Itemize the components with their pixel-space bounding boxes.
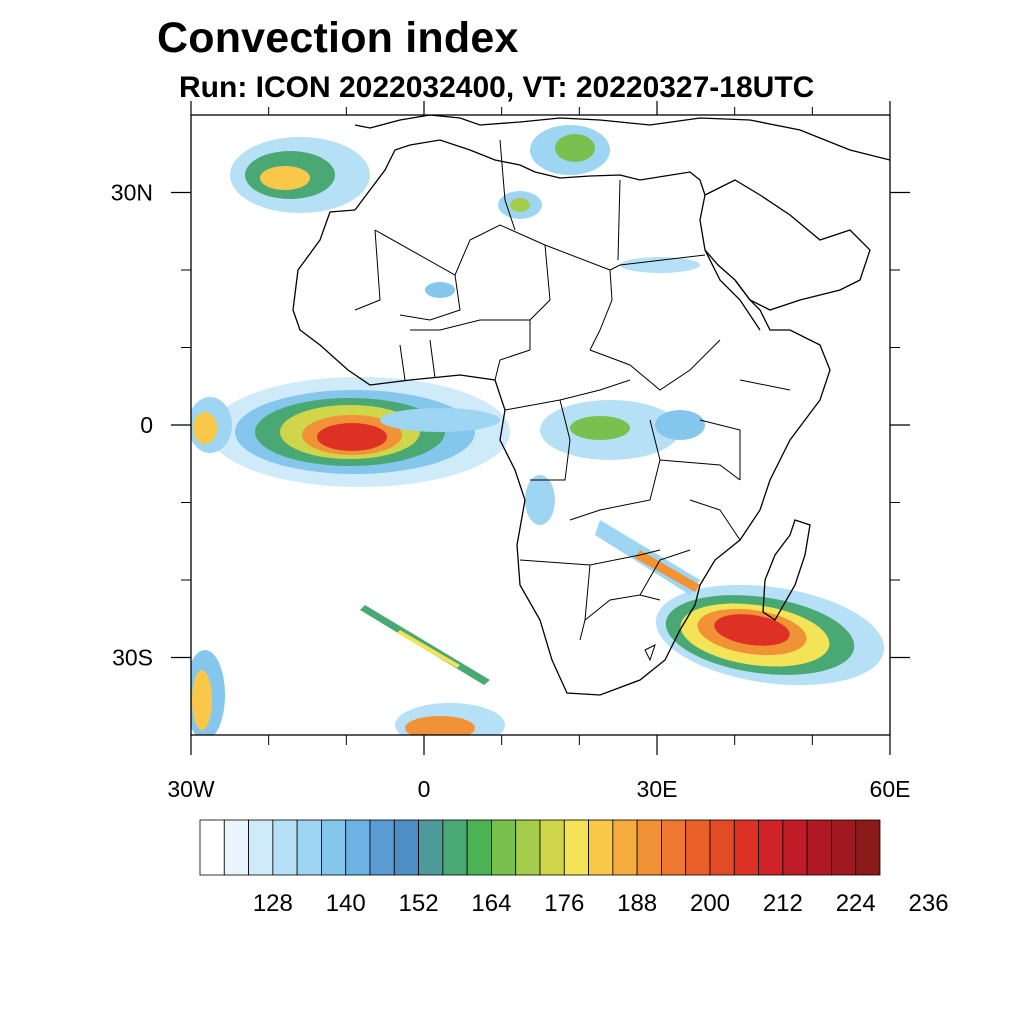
lon-tick-label: 0 (418, 776, 431, 802)
colorbar-label: 128 (253, 890, 293, 917)
colorbar-box (393, 819, 419, 876)
colorbar-box (272, 819, 298, 876)
colorbar-label: 212 (763, 890, 803, 917)
map-axes: 30W 0 30E 60E 30N 0 30S (111, 101, 911, 802)
colorbar-box (296, 819, 322, 876)
colorbar-box (685, 819, 711, 876)
colorbar-box (636, 819, 662, 876)
colorbar-label: 224 (836, 890, 876, 917)
convection-area-north-atlantic (230, 125, 610, 219)
colorbar-box (709, 819, 735, 876)
colorbar-label: 176 (544, 890, 584, 917)
convection-field (191, 125, 885, 735)
colorbar-label: 152 (399, 890, 439, 917)
colorbar: 128 140 152 164 176 188 200 212 224 236 (199, 819, 949, 917)
lon-tick-label: 60E (870, 776, 911, 802)
madagascar (762, 519, 811, 621)
colorbar-box (806, 819, 832, 876)
colorbar-box (831, 819, 857, 876)
europe-coast (354, 115, 890, 161)
lon-tick-label: 30W (167, 776, 215, 802)
colorbar-box (661, 819, 687, 876)
colorbar-label: 200 (690, 890, 730, 917)
lon-tick-label: 30E (637, 776, 678, 802)
convection-area-south-atlantic (191, 605, 505, 735)
country-borders (354, 139, 791, 662)
colorbar-box (612, 819, 638, 876)
lat-tick-label: 30N (111, 180, 153, 206)
colorbar-box (466, 819, 492, 876)
lat-tick-label: 30S (112, 645, 153, 671)
colorbar-box (515, 819, 541, 876)
colorbar-box (199, 819, 225, 876)
red-sea-line (704, 249, 761, 331)
colorbar-box (369, 819, 395, 876)
convection-area-gulf-of-guinea (191, 377, 510, 487)
colorbar-box (855, 819, 881, 876)
colorbar-box (539, 819, 565, 876)
colorbar-box (418, 819, 444, 876)
lat-tick-label: 0 (140, 412, 153, 438)
convection-area-southeast-africa (595, 520, 885, 686)
colorbar-label: 236 (909, 890, 949, 917)
africa-coastline (292, 139, 831, 696)
colorbar-box (733, 819, 759, 876)
colorbar-box (248, 819, 274, 876)
arabian-peninsula (704, 179, 871, 311)
colorbar-box (563, 819, 589, 876)
colorbar-label: 140 (326, 890, 366, 917)
chart-subtitle: Run: ICON 2022032400, VT: 20220327-18UTC (179, 71, 815, 104)
colorbar-box (588, 819, 614, 876)
coastlines (292, 115, 890, 696)
colorbar-box (442, 819, 468, 876)
colorbar-box (758, 819, 784, 876)
colorbar-box (223, 819, 249, 876)
colorbar-box (491, 819, 517, 876)
colorbar-box (782, 819, 808, 876)
convection-area-central-africa (425, 257, 705, 525)
colorbar-box (345, 819, 371, 876)
colorbar-label: 188 (617, 890, 657, 917)
chart-title: Convection index (157, 14, 519, 62)
colorbar-label: 164 (471, 890, 511, 917)
colorbar-box (321, 819, 347, 876)
